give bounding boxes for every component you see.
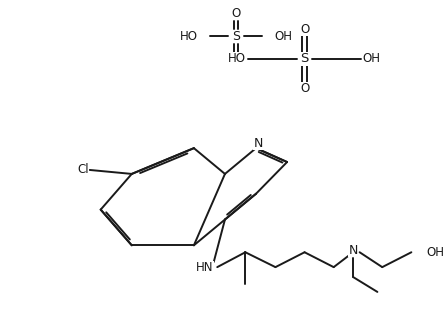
Text: HN: HN	[196, 261, 214, 274]
Text: S: S	[300, 52, 309, 65]
Text: HO: HO	[228, 52, 246, 65]
Text: N: N	[254, 137, 263, 150]
Text: O: O	[232, 52, 241, 65]
Text: Cl: Cl	[78, 164, 89, 176]
Text: N: N	[349, 243, 358, 257]
Text: OH: OH	[274, 30, 293, 43]
Text: OH: OH	[363, 52, 381, 65]
Text: O: O	[300, 82, 309, 95]
Text: O: O	[232, 7, 241, 20]
Text: HO: HO	[180, 30, 198, 43]
Text: O: O	[300, 23, 309, 36]
Text: S: S	[232, 30, 240, 43]
Text: OH: OH	[426, 246, 444, 259]
